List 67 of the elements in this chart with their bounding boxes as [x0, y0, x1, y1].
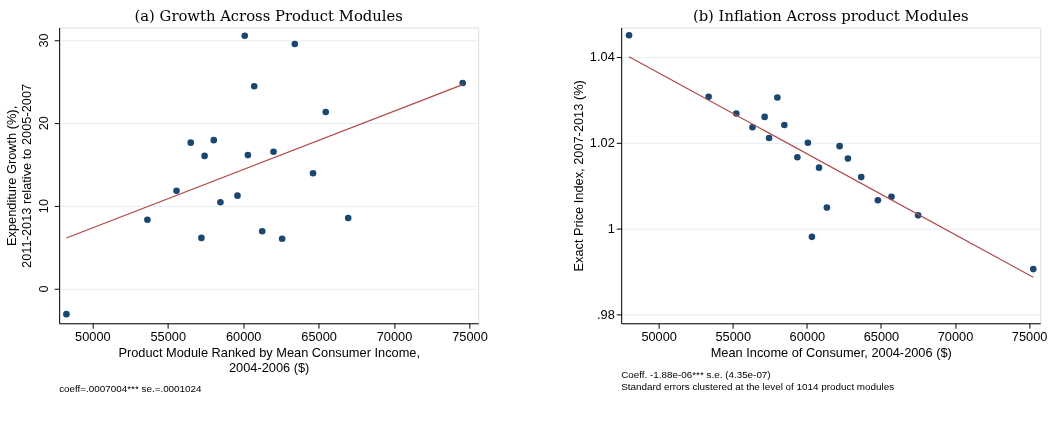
- point: [270, 148, 277, 156]
- point: [241, 32, 249, 40]
- point: [291, 40, 299, 48]
- point: [173, 187, 180, 194]
- y-tick-label: 1.02: [589, 135, 615, 151]
- point: [1029, 265, 1037, 273]
- y-tick-label: 30: [35, 33, 51, 48]
- point: [794, 154, 801, 161]
- point: [749, 123, 756, 131]
- point: [844, 155, 852, 162]
- y-axis-title: Exact Price Index, 2007-2013 (%): [570, 80, 586, 272]
- x-axis-title: Mean Income of Consumer, 2004-2006 ($): [710, 345, 952, 361]
- x-tick-label: 60000: [789, 328, 826, 344]
- x-tick-label: 65000: [301, 328, 337, 344]
- x-tick-label: 55000: [150, 328, 187, 344]
- text: Standard errors clustered at the level of 1014 product modules: [621, 381, 895, 393]
- x-tick-label: 75000: [1011, 328, 1048, 344]
- point: [804, 139, 812, 146]
- point: [198, 234, 205, 242]
- point: [278, 235, 286, 243]
- point: [250, 83, 258, 90]
- point: [625, 31, 633, 39]
- y-tick-label: 1: [607, 221, 615, 237]
- x-tick-label: 60000: [225, 328, 262, 344]
- point: [765, 134, 773, 142]
- point: [857, 173, 865, 181]
- point: [874, 197, 882, 204]
- y-tick-label: 0: [35, 285, 51, 293]
- text: Coeff. -1.88e-06*** s.e. (4.35e-07): [621, 369, 771, 381]
- point: [309, 170, 317, 177]
- y-tick-label: 1.04: [589, 49, 615, 65]
- point: [815, 164, 823, 171]
- point: [258, 228, 266, 235]
- point: [234, 192, 241, 199]
- x-tick-label: 50000: [75, 328, 111, 344]
- point: [210, 136, 218, 144]
- point: [781, 121, 788, 129]
- chart-title: (b) Inflation Across product Modules: [692, 6, 969, 24]
- y-tick-label: .98: [596, 307, 615, 323]
- point: [774, 94, 781, 101]
- point: [823, 204, 831, 211]
- text: coeff=.0007004*** se.=.0001024: [59, 383, 203, 395]
- point: [217, 199, 224, 206]
- x-axis-title: Product Module Ranked by Mean Consumer Income, 2004-2006 ($): [118, 345, 420, 376]
- point: [244, 151, 252, 159]
- y-tick-label: 10: [35, 198, 51, 214]
- point: [761, 113, 768, 121]
- point: [322, 108, 330, 116]
- point: [201, 152, 208, 160]
- x-tick-label: 75000: [452, 328, 488, 344]
- point: [888, 193, 895, 201]
- point: [705, 93, 712, 100]
- x-tick-label: 65000: [863, 328, 900, 344]
- x-tick-label: 55000: [715, 328, 752, 344]
- y-axis-title: Expenditure Growth (%), 2011-2013 relative to 2005-2007: [4, 83, 35, 268]
- point: [63, 310, 70, 318]
- x-tick-label: 70000: [937, 328, 974, 344]
- x-tick-label: 50000: [641, 328, 677, 344]
- y-tick-label: 20: [35, 116, 51, 131]
- point: [808, 233, 816, 241]
- point: [144, 216, 151, 223]
- point: [187, 139, 195, 146]
- chart-title: (a) Growth Across Product Modules: [134, 6, 403, 24]
- point: [836, 142, 843, 150]
- point: [344, 214, 352, 222]
- x-tick-label: 70000: [376, 328, 413, 344]
- point: [459, 79, 466, 87]
